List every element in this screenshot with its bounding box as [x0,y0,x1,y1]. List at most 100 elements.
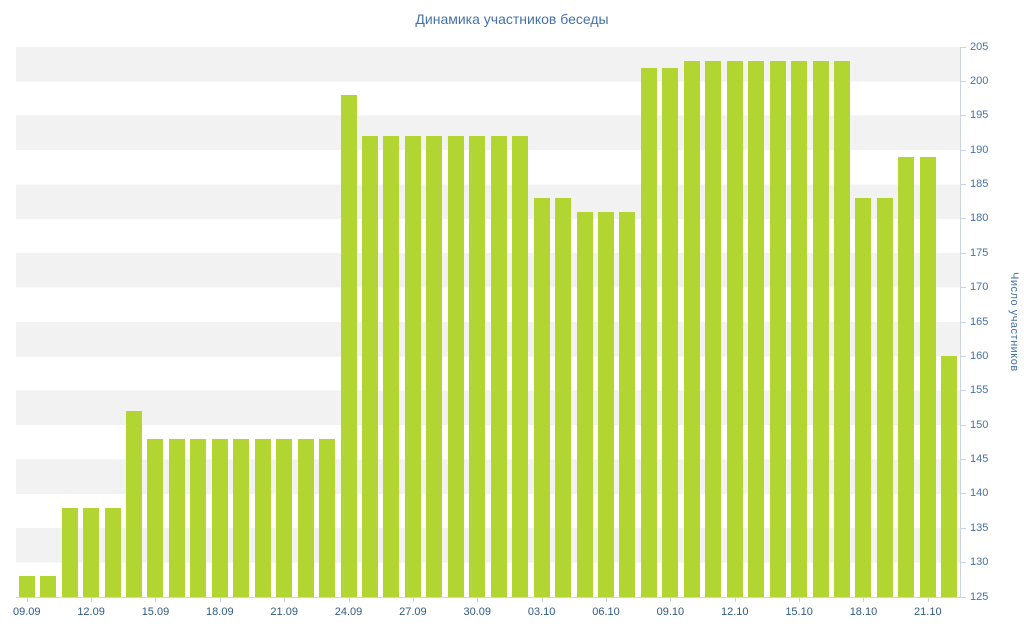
bar-07.10[interactable] [619,212,636,597]
bar-10.10[interactable] [683,60,700,597]
y-axis-label-140: 140 [970,487,989,500]
bar-05.10[interactable] [576,212,593,597]
bar-14.09[interactable] [126,411,142,597]
x-axis-tick [284,598,286,602]
y-axis-label-155: 155 [970,384,989,397]
bar-13.10[interactable] [748,60,765,597]
y-axis-tick [961,390,966,392]
y-axis-tick [961,321,966,323]
bar-27.09[interactable] [404,136,421,597]
y-axis-label-125: 125 [970,590,989,603]
y-axis-label-160: 160 [970,349,989,362]
bar-26.09[interactable] [383,136,400,597]
y-axis-label-170: 170 [970,281,989,294]
bar-22.09[interactable] [297,438,314,597]
y-axis-label-195: 195 [970,109,989,122]
y-axis-label-165: 165 [970,315,989,328]
y-axis-label-130: 130 [970,556,989,569]
bar-18.09[interactable] [211,438,228,597]
bar-12.10[interactable] [726,60,743,597]
x-axis-tick [863,598,865,602]
x-axis-label-03.10: 03.10 [527,606,556,618]
bar-01.10[interactable] [490,136,507,597]
bar-20.09[interactable] [254,438,271,597]
bar-06.10[interactable] [598,212,614,597]
x-axis-label-27.09: 27.09 [399,606,427,618]
bar-28.09[interactable] [426,136,443,597]
bar-13.09[interactable] [104,507,121,597]
y-axis-label-145: 145 [970,453,989,465]
x-axis-label-09.10: 09.10 [656,606,685,618]
y-axis-tick [961,80,966,82]
bar-11.10[interactable] [705,60,722,597]
bar-24.09[interactable] [340,95,357,597]
bar-21.09[interactable] [276,438,293,597]
bar-02.10[interactable] [512,136,529,597]
bar-17.09[interactable] [190,438,207,597]
x-axis-tick [219,598,221,602]
bar-17.10[interactable] [834,60,850,597]
y-axis-label-185: 185 [970,178,989,190]
y-axis-tick [961,149,966,151]
x-axis-tick [927,598,929,602]
bar-18.10[interactable] [855,198,872,597]
y-axis-tick [961,287,966,289]
bar-09.10[interactable] [662,67,679,597]
bar-16.10[interactable] [812,60,829,597]
bar-03.10[interactable] [533,198,550,597]
y-axis-tick [961,184,966,185]
y-axis-title: Число участников [1008,272,1020,372]
y-axis-tick [961,46,966,48]
y-axis-tick [961,527,966,529]
y-axis-tick [961,459,966,460]
bar-19.10[interactable] [876,198,893,597]
x-axis-tick [799,598,801,602]
y-axis-label-150: 150 [970,418,989,431]
x-axis-tick [734,598,736,602]
bar-10.09[interactable] [40,576,57,597]
x-axis-tick [155,598,157,602]
bar-30.09[interactable] [469,136,486,597]
y-axis-tick [961,562,966,564]
y-axis-label-180: 180 [970,212,989,225]
x-axis-tick [477,598,479,602]
y-axis-label-205: 205 [970,40,989,53]
y-axis-tick [961,424,966,426]
bar-04.10[interactable] [555,198,572,597]
y-axis-tick [961,252,966,254]
y-axis-tick [961,355,966,357]
x-axis-label-15.09: 15.09 [141,606,170,618]
bar-08.10[interactable] [640,67,657,597]
x-axis-label-24.09: 24.09 [334,606,363,618]
bar-16.09[interactable] [168,438,185,597]
x-axis-label-12.09: 12.09 [77,606,105,618]
bar-15.09[interactable] [147,438,164,597]
chart-title: Динамика участников беседы [415,11,609,27]
y-axis-label-190: 190 [970,143,989,156]
bar-22.10[interactable] [941,356,958,597]
bar-14.10[interactable] [769,60,786,597]
bar-21.10[interactable] [919,157,936,597]
bar-25.09[interactable] [362,136,378,597]
x-axis-tick [348,598,350,602]
y-axis-tick [961,596,966,598]
bar-29.09[interactable] [447,136,464,597]
bar-09.09[interactable] [18,576,35,597]
bar-20.10[interactable] [898,157,915,597]
x-axis-label-30.09: 30.09 [463,606,492,618]
y-axis-label-175: 175 [970,246,989,259]
y-axis-label-135: 135 [970,521,989,534]
bar-15.10[interactable] [791,60,808,597]
plot-area [16,47,961,598]
y-axis-tick [961,218,966,220]
y-axis-label-200: 200 [970,74,989,87]
x-axis-label-18.10: 18.10 [849,606,878,618]
bar-23.09[interactable] [319,438,336,597]
bar-19.09[interactable] [233,438,250,597]
bar-11.09[interactable] [61,507,78,597]
y-axis-tick [961,493,966,495]
x-axis-label-06.10: 06.10 [592,606,620,618]
bar-12.09[interactable] [83,507,100,597]
x-axis-label-18.09: 18.09 [206,606,234,618]
